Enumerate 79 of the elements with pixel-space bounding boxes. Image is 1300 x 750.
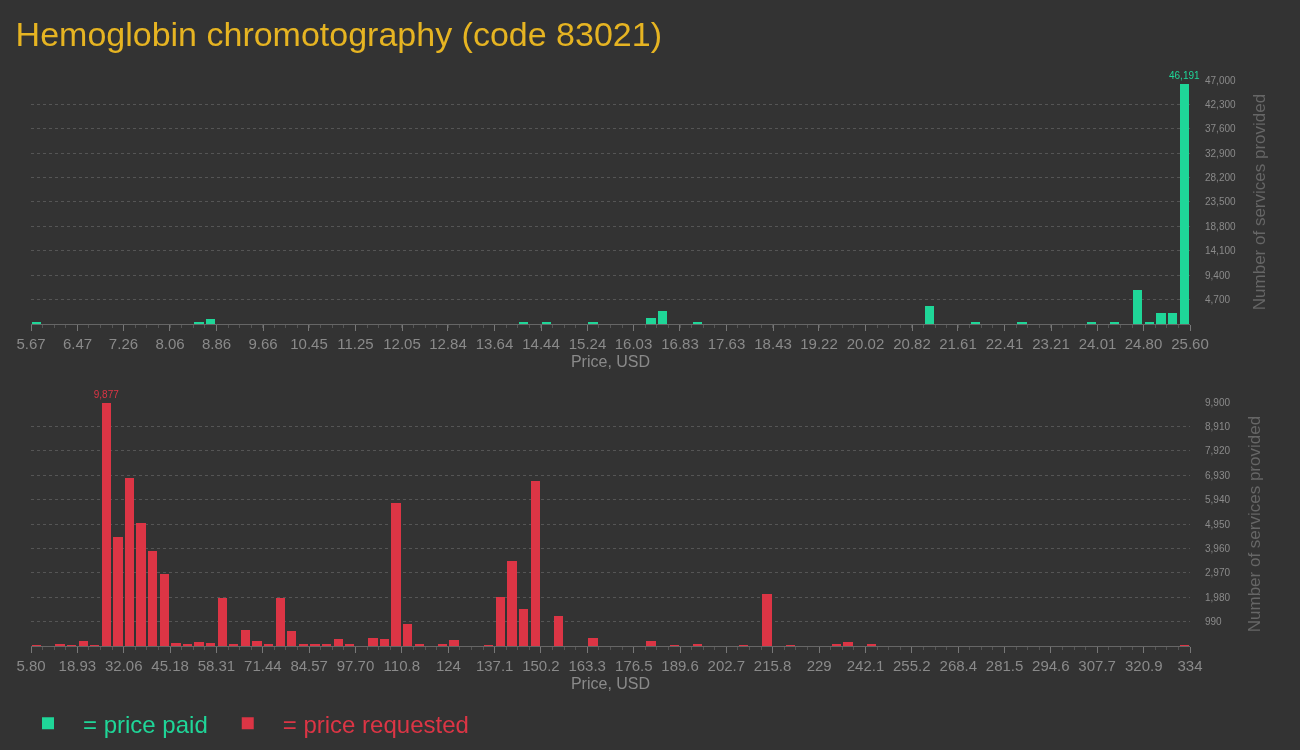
x-tick-label: 334 bbox=[1177, 657, 1203, 675]
y-tick-label: 18,800 bbox=[1205, 220, 1237, 232]
y-tick-label: 2,970 bbox=[1205, 567, 1231, 579]
x-tick-label: 163.3 bbox=[568, 657, 606, 675]
y-tick-label: 4,950 bbox=[1205, 518, 1231, 530]
y-tick-label: 9,900 bbox=[1205, 396, 1231, 408]
y-tick-label: 14,100 bbox=[1205, 245, 1237, 257]
y-tick-label: 42,300 bbox=[1205, 98, 1237, 110]
y-tick-label: 47,000 bbox=[1205, 74, 1237, 86]
x-tick-label: 18.43 bbox=[754, 334, 792, 352]
x-tick-label: 229 bbox=[806, 657, 832, 675]
x-tick-label: 13.64 bbox=[475, 334, 514, 352]
x-tick-label: 215.8 bbox=[753, 657, 792, 675]
x-tick-label: 12.05 bbox=[383, 334, 421, 352]
x-tick-label: 11.25 bbox=[337, 334, 374, 352]
x-tick-label: 84.57 bbox=[290, 657, 328, 675]
y-tick-label: 4,700 bbox=[1205, 294, 1231, 306]
x-tick-label: 255.2 bbox=[892, 657, 931, 675]
x-tick-label: 5.80 bbox=[16, 657, 46, 675]
x-axis-title: Price, USD bbox=[570, 674, 651, 692]
y-tick-label: 3,960 bbox=[1205, 542, 1231, 554]
x-tick-label: 17.63 bbox=[707, 334, 746, 352]
x-tick-label: 7.26 bbox=[108, 334, 139, 352]
x-tick-label: 19.22 bbox=[800, 334, 838, 352]
y-tick-label: 32,900 bbox=[1205, 147, 1237, 159]
x-tick-label: 14.44 bbox=[522, 334, 560, 352]
x-tick-label: 189.6 bbox=[661, 657, 699, 675]
x-tick-label: 23.21 bbox=[1032, 334, 1070, 352]
x-axis-title: Price, USD bbox=[570, 352, 651, 370]
data-label: 46,191 bbox=[1168, 70, 1201, 81]
x-tick-label: 9.66 bbox=[248, 334, 278, 352]
x-tick-label: 18.93 bbox=[58, 657, 97, 675]
y-tick-label: 990 bbox=[1205, 616, 1223, 628]
x-tick-label: 176.5 bbox=[615, 657, 653, 675]
x-tick-label: 58.31 bbox=[197, 657, 236, 675]
x-tick-label: 25.60 bbox=[1171, 334, 1209, 352]
x-tick-label: 16.03 bbox=[614, 334, 653, 352]
x-tick-label: 10.45 bbox=[290, 334, 328, 352]
x-tick-label: 5.67 bbox=[16, 334, 46, 352]
y-tick-label: 5,940 bbox=[1205, 494, 1231, 506]
x-tick-label: 8.06 bbox=[155, 334, 185, 352]
data-label: 9,877 bbox=[93, 389, 120, 401]
y-tick-label: 8,910 bbox=[1205, 420, 1231, 432]
x-tick-label: 281.5 bbox=[985, 657, 1024, 675]
x-tick-label: 21.61 bbox=[939, 334, 977, 352]
x-tick-label: 307.7 bbox=[1078, 657, 1116, 675]
x-tick-label: 24.01 bbox=[1078, 334, 1117, 352]
x-tick-label: 45.18 bbox=[151, 657, 189, 675]
chart-title: Hemoglobin chromotography (code 83021) bbox=[15, 14, 662, 53]
x-tick-label: 150.2 bbox=[522, 657, 560, 675]
x-tick-label: 15.24 bbox=[568, 334, 607, 352]
x-tick-label: 20.82 bbox=[893, 334, 931, 352]
x-tick-label: 294.6 bbox=[1032, 657, 1070, 675]
x-tick-label: 8.86 bbox=[201, 334, 232, 352]
y-tick-label: 9,400 bbox=[1205, 269, 1231, 281]
x-tick-label: 12.84 bbox=[429, 334, 467, 352]
y-tick-label: 28,200 bbox=[1205, 172, 1237, 184]
y-tick-label: 7,920 bbox=[1205, 445, 1231, 457]
x-tick-label: 24.80 bbox=[1124, 334, 1163, 352]
y-tick-label: 37,600 bbox=[1205, 123, 1237, 135]
x-tick-label: 268.4 bbox=[939, 657, 978, 675]
legend-label: = price requested bbox=[282, 710, 469, 738]
y-tick-label: 1,980 bbox=[1205, 591, 1231, 603]
x-tick-label: 110.8 bbox=[383, 657, 421, 675]
y-tick-label: 6,930 bbox=[1205, 469, 1231, 481]
y-tick-label: 23,500 bbox=[1205, 196, 1237, 208]
x-tick-label: 97.70 bbox=[336, 657, 375, 675]
x-tick-label: 32.06 bbox=[104, 657, 143, 675]
x-tick-label: 320.9 bbox=[1124, 657, 1163, 675]
x-tick-label: 20.02 bbox=[846, 334, 885, 352]
legend-label: = price paid bbox=[83, 710, 208, 738]
x-tick-label: 71.44 bbox=[244, 657, 282, 675]
x-tick-label: 242.1 bbox=[846, 657, 885, 675]
x-tick-label: 16.83 bbox=[661, 334, 699, 352]
x-tick-label: 137.1 bbox=[475, 657, 514, 675]
x-tick-label: 124 bbox=[435, 657, 461, 675]
x-tick-label: 202.7 bbox=[707, 657, 746, 675]
x-tick-label: 22.41 bbox=[985, 334, 1024, 352]
x-tick-label: 6.47 bbox=[62, 334, 93, 352]
